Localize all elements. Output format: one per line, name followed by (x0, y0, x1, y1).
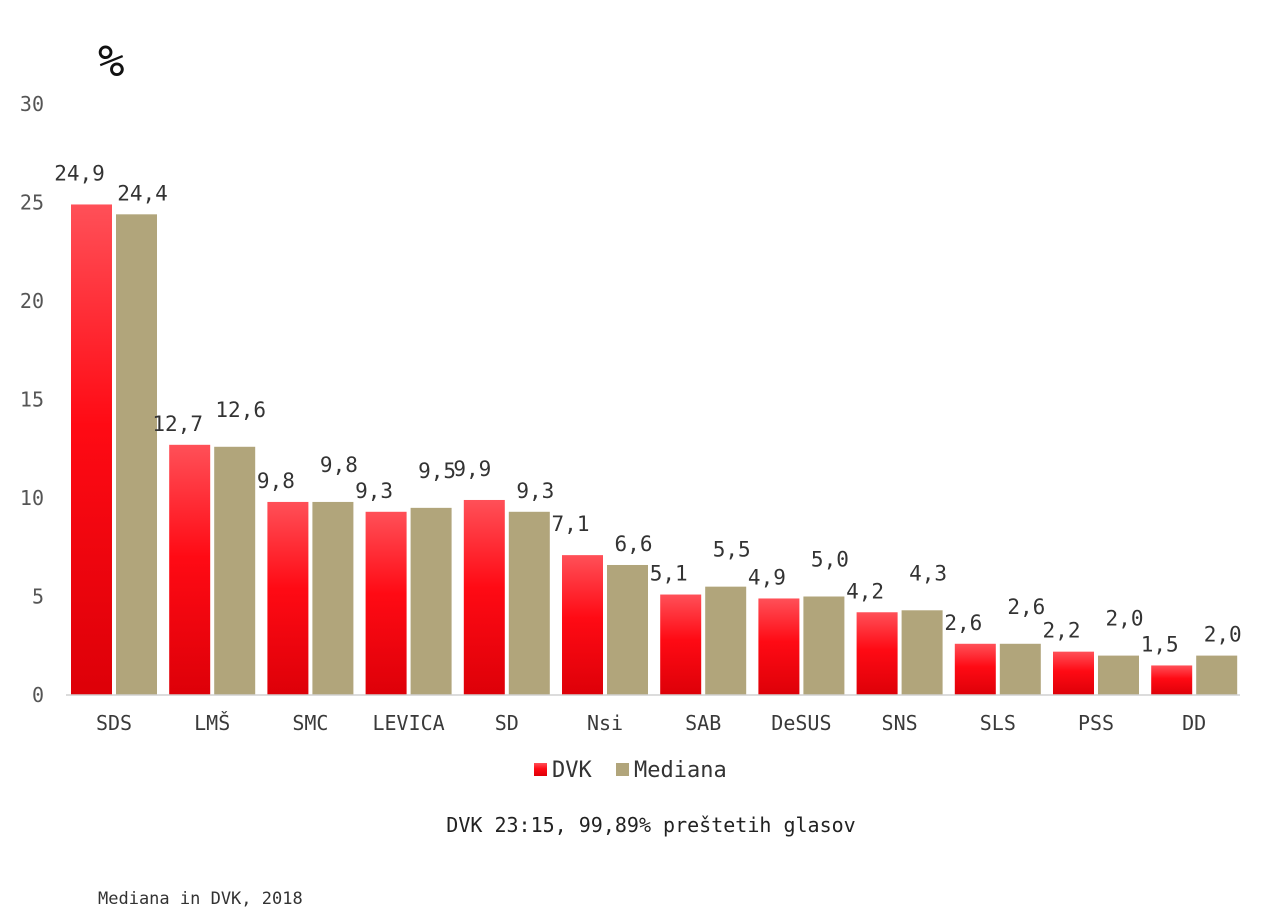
legend-swatch-mediana (616, 763, 629, 776)
bar-dvk-7 (758, 598, 800, 695)
bar-dvk-5 (562, 555, 603, 695)
category-labels-group: SDS LMŠ SMC LEVICA SD Nsi SAB DeSUS SNS SLS PSS DD (96, 711, 1206, 735)
category-label-2: SMC (292, 711, 328, 735)
bar-dvk-10 (1053, 651, 1094, 695)
data-label-dvk-4: 9,9 (453, 457, 491, 481)
bars-group (71, 204, 1238, 695)
data-labels-group: 24,924,412,712,69,89,89,39,59,99,37,16,6… (54, 161, 1241, 656)
data-label-dvk-10: 2,2 (1043, 619, 1081, 643)
data-label-dvk-5: 7,1 (552, 512, 590, 536)
bar-mediana-5 (607, 564, 648, 695)
bar-mediana-2 (312, 501, 354, 695)
bar-mediana-10 (1098, 655, 1139, 695)
data-label-dvk-6: 5,1 (650, 562, 688, 586)
bar-dvk-3 (365, 511, 407, 695)
data-label-dvk-1: 12,7 (152, 412, 203, 436)
y-tick-label-5: 25 (20, 191, 44, 215)
bar-dvk-4 (463, 499, 505, 695)
category-label-10: PSS (1078, 711, 1114, 735)
category-label-1: LMŠ (194, 711, 230, 735)
data-label-mediana-11: 2,0 (1204, 623, 1242, 647)
bar-mediana-1 (214, 446, 256, 695)
bar-mediana-3 (410, 507, 452, 695)
category-label-3: LEVICA (372, 711, 444, 735)
category-label-11: DD (1182, 711, 1206, 735)
data-label-mediana-7: 5,0 (811, 548, 849, 572)
y-tick-label-0: 0 (32, 683, 44, 707)
y-tick-label-3: 15 (20, 388, 44, 412)
category-label-4: SD (495, 711, 519, 735)
data-label-dvk-8: 4,2 (846, 579, 884, 603)
bar-mediana-0 (116, 214, 157, 695)
category-label-9: SLS (980, 711, 1016, 735)
bar-dvk-1 (169, 444, 211, 695)
data-label-dvk-2: 9,8 (257, 469, 295, 493)
category-label-7: DeSUS (771, 711, 831, 735)
bar-mediana-9 (999, 643, 1041, 695)
data-label-dvk-7: 4,9 (748, 565, 786, 589)
bar-mediana-4 (508, 511, 550, 695)
data-label-mediana-2: 9,8 (320, 453, 358, 477)
data-label-mediana-10: 2,0 (1106, 607, 1144, 631)
bar-mediana-6 (705, 586, 747, 695)
chart-annotation: DVK 23:15, 99,89% preštetih glasov (446, 813, 855, 837)
data-label-dvk-9: 2,6 (944, 611, 982, 635)
category-label-8: SNS (882, 711, 918, 735)
y-tick-label-6: 30 (20, 92, 44, 116)
legend-swatch-dvk (534, 763, 547, 776)
data-label-dvk-11: 1,5 (1141, 632, 1179, 656)
y-unit-label: % (98, 36, 125, 87)
y-tick-label-2: 10 (20, 486, 44, 510)
bar-mediana-11 (1196, 655, 1238, 695)
data-label-mediana-5: 6,6 (615, 532, 653, 556)
y-tick-label-1: 5 (32, 585, 44, 609)
y-tick-label-4: 20 (20, 289, 44, 313)
source-note: Mediana in DVK, 2018 (98, 889, 303, 909)
data-label-mediana-3: 9,5 (418, 459, 456, 483)
bar-dvk-2 (267, 501, 309, 695)
category-label-0: SDS (96, 711, 132, 735)
data-label-dvk-0: 24,9 (54, 161, 105, 185)
category-label-6: SAB (685, 711, 721, 735)
data-label-mediana-9: 2,6 (1007, 595, 1045, 619)
bar-dvk-0 (71, 204, 112, 695)
bar-dvk-9 (954, 643, 996, 695)
data-label-mediana-1: 12,6 (215, 398, 266, 422)
bar-dvk-11 (1151, 665, 1193, 695)
legend-label-dvk: DVK (552, 758, 592, 783)
legend: DVK Mediana (534, 758, 727, 783)
bar-mediana-8 (901, 610, 943, 695)
data-label-mediana-6: 5,5 (713, 538, 751, 562)
bar-mediana-7 (803, 596, 845, 695)
data-label-mediana-0: 24,4 (117, 181, 168, 205)
category-label-5: Nsi (587, 711, 623, 735)
legend-label-mediana: Mediana (634, 758, 727, 783)
data-label-mediana-8: 4,3 (909, 561, 947, 585)
data-label-dvk-3: 9,3 (355, 479, 393, 503)
bar-dvk-8 (856, 612, 898, 695)
bar-dvk-6 (660, 594, 702, 695)
data-label-mediana-4: 9,3 (516, 479, 554, 503)
y-axis-ticks: 0 5 10 15 20 25 30 (20, 92, 44, 707)
